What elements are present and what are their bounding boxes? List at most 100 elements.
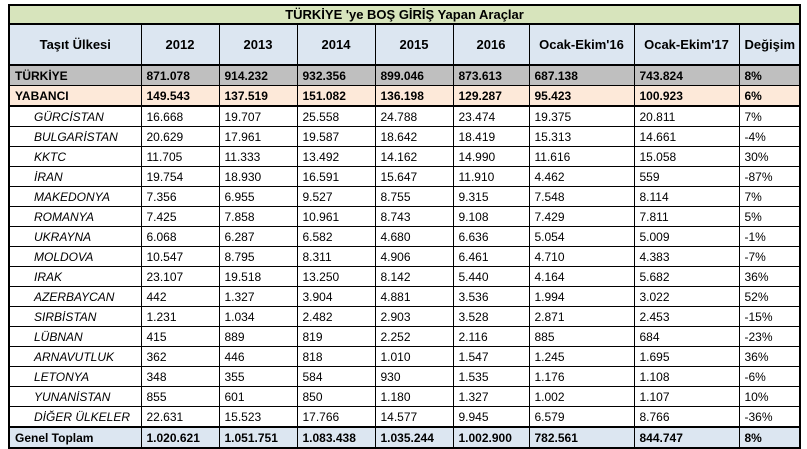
cell-value: 1.002.900 <box>452 426 530 449</box>
cell-value: 14.990 <box>452 146 530 167</box>
cell-value: 15.523 <box>218 406 298 428</box>
column-header-5: 2016 <box>452 23 530 66</box>
cell-value: 18.930 <box>218 166 298 187</box>
cell-value: 7.811 <box>633 206 740 227</box>
cell-value: 20.811 <box>633 105 740 127</box>
table-row-11: AZERBAYCAN 442 1.327 3.904 4.881 3.536 1.994 3.… <box>8 286 801 307</box>
table-row-7: ROMANYA 7.425 7.858 10.961 8.743 9.108 7.429 7.… <box>8 206 801 227</box>
cell-value: 7% <box>738 186 801 207</box>
cell-value: 4.710 <box>528 246 635 267</box>
cell-value: 355 <box>218 366 298 387</box>
cell-value: -1% <box>738 226 801 247</box>
row-label: MOLDOVA <box>8 246 142 267</box>
cell-value: 1.535 <box>452 366 530 387</box>
cell-value: 11.910 <box>452 166 530 187</box>
cell-value: 348 <box>140 366 220 387</box>
cell-value: 819 <box>296 326 376 347</box>
cell-value: 584 <box>296 366 376 387</box>
row-label: Genel Toplam <box>8 426 142 449</box>
cell-value: 151.082 <box>296 85 376 107</box>
table-row-9: MOLDOVA 10.547 8.795 8.311 4.906 6.461 4.710 4.… <box>8 246 801 267</box>
cell-value: -87% <box>738 166 801 187</box>
row-label: UKRAYNA <box>8 226 142 247</box>
cell-value: 914.232 <box>218 64 298 86</box>
cell-value: 7.548 <box>528 186 635 207</box>
cell-value: 137.519 <box>218 85 298 107</box>
cell-value: 14.162 <box>374 146 454 167</box>
cell-value: 9.108 <box>452 206 530 227</box>
table-row-4: KKTC 11.705 11.333 13.492 14.162 14.990 11.616… <box>8 146 801 167</box>
cell-value: 5.009 <box>633 226 740 247</box>
cell-value: 2.453 <box>633 306 740 327</box>
cell-value: 3.022 <box>633 286 740 307</box>
cell-value: 100.923 <box>633 85 740 107</box>
cell-value: 6.461 <box>452 246 530 267</box>
cell-value: 52% <box>738 286 801 307</box>
cell-value: 850 <box>296 386 376 407</box>
table-row-12: SIRBİSTAN 1.231 1.034 2.482 2.903 3.528 2.871 2… <box>8 306 801 327</box>
table-row-14: ARNAVUTLUK 362 446 818 1.010 1.547 1.245 1.695 3… <box>8 346 801 367</box>
cell-value: 19.518 <box>218 266 298 287</box>
cell-value: 743.824 <box>633 64 740 86</box>
cell-value: 2.252 <box>374 326 454 347</box>
cell-value: 932.356 <box>296 64 376 86</box>
column-header-7: Ocak-Ekim'17 <box>633 23 740 66</box>
cell-value: 844.747 <box>633 426 740 449</box>
cell-value: 14.661 <box>633 126 740 147</box>
cell-value: 13.492 <box>296 146 376 167</box>
row-label: BULGARİSTAN <box>8 126 142 147</box>
cell-value: 1.108 <box>633 366 740 387</box>
row-label: TÜRKİYE <box>8 64 142 86</box>
cell-value: 1.695 <box>633 346 740 367</box>
cell-value: 855 <box>140 386 220 407</box>
table-row-16: YUNANİSTAN 855 601 850 1.180 1.327 1.002 1.107 1… <box>8 386 801 407</box>
cell-value: 6.955 <box>218 186 298 207</box>
cell-value: 11.616 <box>528 146 635 167</box>
cell-value: 19.707 <box>218 105 298 127</box>
cell-value: 1.083.438 <box>296 426 376 449</box>
column-header-3: 2014 <box>296 23 376 66</box>
cell-value: 8.114 <box>633 186 740 207</box>
cell-value: 13.250 <box>296 266 376 287</box>
column-header-row: Taşıt Ülkesi 2012 2013 2014 2015 2016 Ocak-Eki… <box>8 23 801 66</box>
row-label: MAKEDONYA <box>8 186 142 207</box>
table-body: TÜRKİYE 871.078 914.232 932.356 899.046 873.6… <box>8 64 801 449</box>
table-row-17: DİĞER ÜLKELER 22.631 15.523 17.766 14.577 9.9… <box>8 406 801 428</box>
report-table-container: TÜRKİYE 'ye BOŞ GİRİŞ Yapan Araçlar Taşı… <box>8 4 802 449</box>
cell-value: 559 <box>633 166 740 187</box>
cell-value: 36% <box>738 266 801 287</box>
cell-value: 873.613 <box>452 64 530 86</box>
cell-value: 16.668 <box>140 105 220 127</box>
cell-value: 8.142 <box>374 266 454 287</box>
table-title-row: TÜRKİYE 'ye BOŞ GİRİŞ Yapan Araçlar <box>8 4 801 25</box>
cell-value: 1.231 <box>140 306 220 327</box>
table-row-10: IRAK 23.107 19.518 13.250 8.142 5.440 4.164 5.6… <box>8 266 801 287</box>
cell-value: 5.440 <box>452 266 530 287</box>
cell-value: 8.755 <box>374 186 454 207</box>
cell-value: 7.425 <box>140 206 220 227</box>
column-header-6: Ocak-Ekim'16 <box>528 23 635 66</box>
table-row-8: UKRAYNA 6.068 6.287 6.582 4.680 6.636 5.054 5.0… <box>8 226 801 247</box>
table-row-5: İRAN 19.754 18.930 16.591 15.647 11.910 4.462 5… <box>8 166 801 187</box>
cell-value: -6% <box>738 366 801 387</box>
table-row-2: GÜRCİSTAN 16.668 19.707 25.558 24.788 23.474 1… <box>8 105 801 127</box>
row-label: KKTC <box>8 146 142 167</box>
cell-value: 6% <box>738 85 801 107</box>
cell-value: 10% <box>738 386 801 407</box>
cell-value: 1.034 <box>218 306 298 327</box>
cell-value: 15.058 <box>633 146 740 167</box>
table-title: TÜRKİYE 'ye BOŞ GİRİŞ Yapan Araçlar <box>8 4 801 25</box>
cell-value: 8.311 <box>296 246 376 267</box>
cell-value: 6.068 <box>140 226 220 247</box>
table-row-18: Genel Toplam 1.020.621 1.051.751 1.083.438 1… <box>8 426 801 449</box>
row-label: LÜBNAN <box>8 326 142 347</box>
cell-value: 1.327 <box>218 286 298 307</box>
cell-value: 8.795 <box>218 246 298 267</box>
row-label: IRAK <box>8 266 142 287</box>
cell-value: 22.631 <box>140 406 220 428</box>
cell-value: 95.423 <box>528 85 635 107</box>
cell-value: 1.107 <box>633 386 740 407</box>
cell-value: 4.462 <box>528 166 635 187</box>
table-row-13: LÜBNAN 415 889 819 2.252 2.116 885 684 -23% <box>8 326 801 347</box>
cell-value: 17.766 <box>296 406 376 428</box>
